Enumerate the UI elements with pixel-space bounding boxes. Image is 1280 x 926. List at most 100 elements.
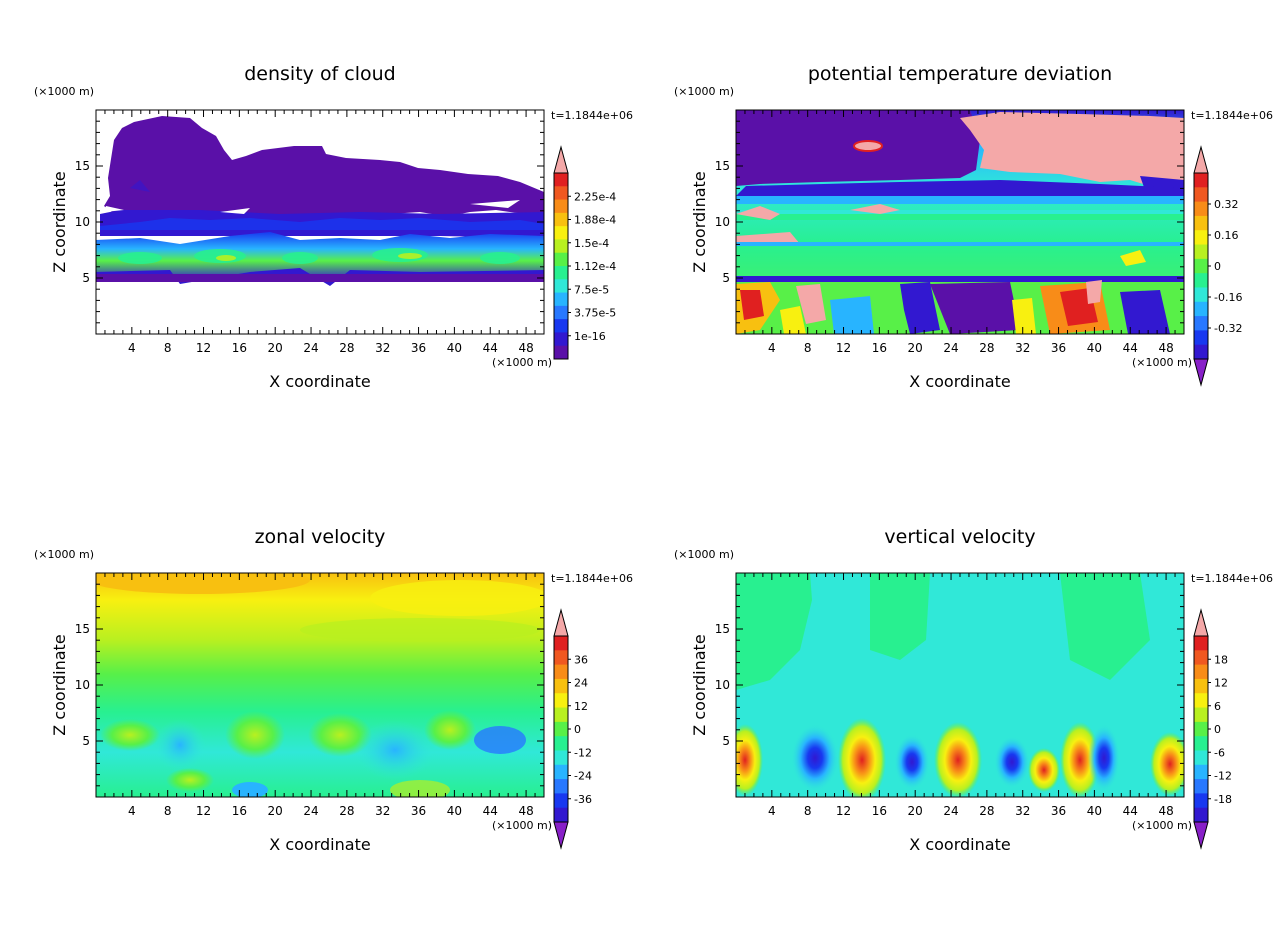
colorbar-label: 0	[1214, 723, 1221, 736]
x-tick-label: 12	[196, 341, 211, 355]
panel-title: zonal velocity	[255, 526, 386, 548]
time-label: t=1.1844e+06	[551, 572, 633, 585]
colorbar-segment	[1194, 707, 1208, 723]
x-tick-label: 28	[339, 341, 354, 355]
colorbar-segment	[554, 693, 568, 709]
x-tick-label: 8	[164, 341, 172, 355]
y-tick-label: 10	[715, 215, 730, 229]
contour-field	[736, 573, 1184, 797]
x-tick-label: 12	[836, 341, 851, 355]
x-unit: (×1000 m)	[492, 819, 552, 832]
x-tick-label: 36	[1051, 341, 1066, 355]
x-tick-label: 24	[943, 341, 958, 355]
x-axis-label: X coordinate	[269, 372, 370, 391]
colorbar-segment	[1194, 244, 1208, 260]
x-tick-label: 32	[1015, 341, 1030, 355]
x-tick-label: 20	[268, 804, 283, 818]
y-axis: 5 10 15	[715, 120, 1184, 324]
time-label: t=1.1844e+06	[551, 109, 633, 122]
panel-title: vertical velocity	[884, 526, 1035, 548]
colorbar-segment	[1194, 287, 1208, 303]
colorbar-segment	[1194, 721, 1208, 737]
y-tick-label: 10	[715, 678, 730, 692]
y-unit: (×1000 m)	[34, 548, 94, 561]
x-axis-label: X coordinate	[269, 835, 370, 854]
colorbar-segment	[554, 266, 568, 280]
colorbar-segment	[1194, 273, 1208, 288]
y-tick-label: 10	[75, 215, 90, 229]
colorbar-extend-high	[1193, 145, 1209, 174]
y-tick-label: 15	[75, 622, 90, 636]
panel-title: potential temperature deviation	[808, 63, 1112, 85]
y-tick-label: 15	[715, 159, 730, 173]
colorbar-label: 0	[1214, 260, 1221, 273]
colorbar-segment	[554, 345, 568, 360]
colorbar-segment	[554, 252, 568, 267]
colorbar-segment	[554, 750, 568, 766]
x-tick-label: 28	[339, 804, 354, 818]
x-axis-label: X coordinate	[909, 372, 1010, 391]
colorbar-segment	[1194, 173, 1208, 188]
x-unit: (×1000 m)	[1132, 819, 1192, 832]
x-tick-label: 40	[1087, 341, 1102, 355]
colorbar-segment	[554, 636, 568, 651]
x-tick-label: 20	[268, 341, 283, 355]
colorbar-segment	[554, 239, 568, 254]
colorbar-segment	[1194, 636, 1208, 651]
colorbar-segment	[554, 173, 568, 187]
contour-field	[96, 573, 544, 797]
colorbar-label: -6	[1214, 746, 1225, 759]
colorbar: 36 24 12 0 -12 -24 -36	[553, 608, 592, 850]
y-axis-label: Z coordinate	[50, 171, 69, 272]
x-unit: (×1000 m)	[492, 356, 552, 369]
x-tick-label: 8	[804, 804, 812, 818]
x-tick-label: 44	[1123, 341, 1138, 355]
x-tick-label: 20	[908, 804, 923, 818]
x-tick-label: 32	[1015, 804, 1030, 818]
y-tick-label: 15	[75, 159, 90, 173]
colorbar-label: 6	[1214, 700, 1221, 713]
colorbar-segment	[554, 226, 568, 240]
colorbar-label: 1e-16	[574, 330, 606, 343]
panel-density-of-cloud: density of cloud (×1000 m) t=1.1844e+06	[34, 63, 633, 391]
x-tick-label: 32	[375, 804, 390, 818]
y-tick-label: 5	[722, 271, 730, 285]
colorbar-segment	[1194, 201, 1208, 217]
x-tick-label: 44	[483, 341, 498, 355]
colorbar-segment	[1194, 330, 1208, 346]
x-tick-label: 24	[303, 804, 318, 818]
colorbar-segment	[1194, 678, 1208, 694]
colorbar-segment	[554, 736, 568, 751]
colorbar-segment	[554, 186, 568, 201]
y-tick-label: 10	[75, 678, 90, 692]
x-unit: (×1000 m)	[1132, 356, 1192, 369]
x-tick-label: 8	[164, 804, 172, 818]
colorbar-segment	[554, 332, 568, 347]
x-tick-label: 28	[979, 804, 994, 818]
x-tick-label: 8	[804, 341, 812, 355]
colorbar-extend-low	[553, 821, 569, 850]
colorbar-label: 7.5e-5	[574, 283, 609, 296]
colorbar-label: 1.88e-4	[574, 214, 616, 227]
x-axis: 4 8 12 16 20 24 28 32 36 40 44 48	[104, 110, 536, 355]
y-axis: 5 10 15	[75, 583, 544, 787]
y-axis-label: Z coordinate	[50, 634, 69, 735]
colorbar-label: -24	[574, 770, 592, 783]
colorbar-label: -0.16	[1214, 291, 1242, 304]
x-axis-label: X coordinate	[909, 835, 1010, 854]
colorbar-label: -0.32	[1214, 322, 1242, 335]
colorbar-label: 12	[1214, 677, 1228, 690]
x-tick-label: 48	[1158, 341, 1173, 355]
x-tick-label: 36	[411, 341, 426, 355]
x-axis: 4 8 12 16 20 24 28 32 36 40 44 48	[744, 110, 1176, 355]
colorbar-segment	[1194, 316, 1208, 331]
colorbar-label: 18	[1214, 653, 1228, 666]
colorbar-segment	[554, 305, 568, 320]
x-tick-label: 12	[196, 804, 211, 818]
y-axis-label: Z coordinate	[690, 171, 709, 272]
x-tick-label: 16	[232, 341, 247, 355]
colorbar-segment	[1194, 807, 1208, 823]
x-tick-label: 24	[943, 804, 958, 818]
x-tick-label: 48	[518, 804, 533, 818]
y-axis: 5 10 15	[75, 120, 544, 324]
